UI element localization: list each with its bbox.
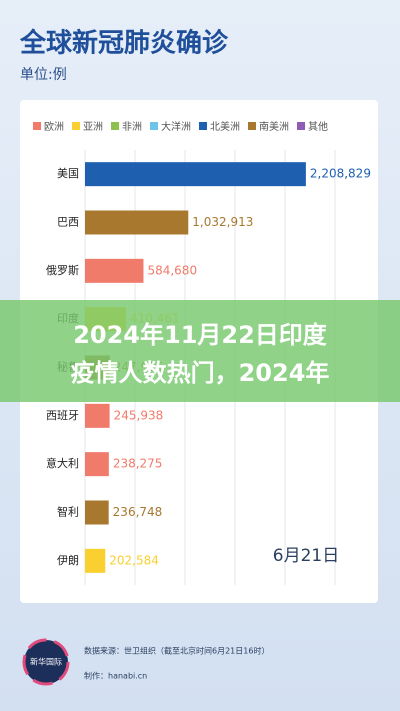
y-tick-label: 智利 xyxy=(57,505,79,519)
legend-swatch xyxy=(150,122,158,130)
bar xyxy=(85,548,106,573)
source: 数据来源：世卫组织（截至北京时间6月21日16时） xyxy=(84,646,269,656)
legend-label: 南美洲 xyxy=(259,120,289,133)
y-tick-label: 伊朗 xyxy=(57,554,79,567)
value-label: 2,208,829 xyxy=(310,167,371,181)
legend-label: 北美洲 xyxy=(210,120,240,133)
bar xyxy=(85,210,189,235)
chart-subtitle: 单位:例 xyxy=(20,67,67,83)
maker: 制作：hanabi.cn xyxy=(84,671,147,681)
y-tick-label: 西班牙 xyxy=(46,409,79,422)
value-label: 584,680 xyxy=(147,263,197,277)
bar xyxy=(85,258,144,283)
legend-swatch xyxy=(297,122,305,130)
logo-ring xyxy=(22,638,70,686)
overlay-band xyxy=(0,300,400,402)
chart-title: 全球新冠肺炎确诊 xyxy=(19,28,229,59)
overlay-text: 2024年11月22日印度 xyxy=(73,321,328,349)
legend-swatch xyxy=(33,122,41,130)
value-label: 236,748 xyxy=(113,505,163,519)
y-tick-label: 美国 xyxy=(57,167,79,180)
legend-label: 亚洲 xyxy=(83,121,103,133)
overlay-text: 疫情人数热门，2024年 xyxy=(71,359,330,387)
bar xyxy=(85,403,110,428)
legend-swatch xyxy=(248,122,256,130)
value-label: 245,938 xyxy=(114,408,164,422)
y-tick-label: 巴西 xyxy=(57,216,79,229)
value-label: 238,275 xyxy=(113,457,163,471)
y-tick-label: 意大利 xyxy=(46,456,79,470)
legend-swatch xyxy=(199,122,207,130)
value-label: 1,032,913 xyxy=(192,215,253,229)
legend-swatch xyxy=(111,122,119,130)
legend-swatch xyxy=(72,122,80,130)
logo xyxy=(24,640,68,684)
legend-label: 大洋洲 xyxy=(161,120,191,133)
legend-label: 其他 xyxy=(308,120,328,133)
logo-text: 新华国际 xyxy=(30,657,62,667)
bar xyxy=(85,162,306,187)
legend-label: 非洲 xyxy=(122,121,142,133)
date-label: 6月21日 xyxy=(273,546,339,566)
legend-label: 欧洲 xyxy=(44,121,64,133)
y-tick-label: 俄罗斯 xyxy=(46,264,79,277)
value-label: 202,584 xyxy=(109,553,159,567)
bar xyxy=(85,452,109,477)
bar xyxy=(85,500,109,525)
